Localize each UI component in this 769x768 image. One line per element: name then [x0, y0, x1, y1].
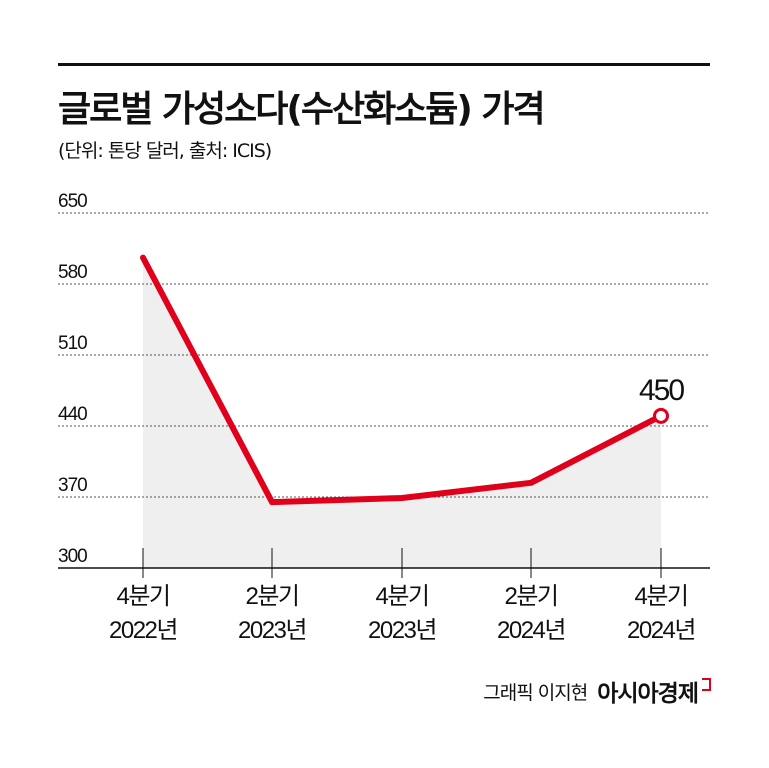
credit: 그래픽 이지현 아시아경제 [483, 674, 711, 708]
y-tick-label: 650 [58, 191, 87, 212]
x-tick-label: 2분기 [504, 583, 557, 610]
y-tick-label: 300 [58, 546, 87, 567]
top-rule [58, 63, 710, 66]
x-tick-label: 4분기 [375, 583, 428, 610]
chart-subtitle: (단위: 톤당 달러, 출처: ICIS) [58, 140, 272, 162]
x-tick-label: 4분기 [116, 583, 169, 610]
area-fill [143, 257, 661, 568]
graphic-author: 그래픽 이지현 [483, 681, 588, 704]
x-tick-label: 2022년 [109, 617, 177, 644]
publisher-logo: 아시아경제 [597, 681, 699, 707]
y-tick-label: 370 [58, 475, 87, 496]
x-tick-label: 2024년 [497, 617, 565, 644]
x-tick-label: 4분기 [634, 583, 687, 610]
price-line [140, 254, 664, 506]
chart-title: 글로벌 가성소다(수산화소듐) 가격 [58, 89, 546, 130]
x-tick-label: 2024년 [627, 617, 695, 644]
data-label: 450 [639, 374, 684, 407]
data-point-marker [653, 407, 669, 424]
x-tick-label: 2023년 [368, 617, 436, 644]
logo-mark-icon [702, 677, 711, 691]
y-tick-label: 440 [58, 404, 87, 425]
x-tick-label: 2분기 [245, 583, 298, 610]
y-tick-label: 580 [58, 262, 87, 283]
x-tick-label: 2023년 [238, 617, 306, 644]
y-tick-label: 510 [58, 333, 87, 354]
